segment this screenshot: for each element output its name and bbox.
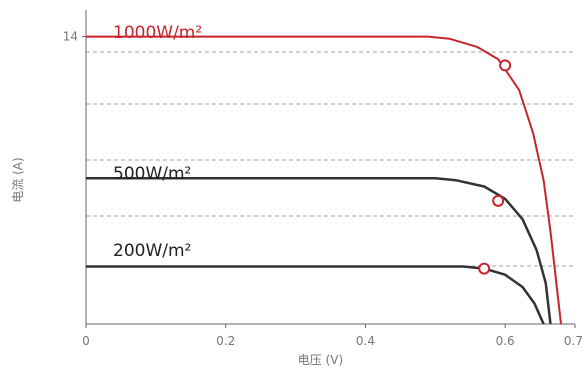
- x-tick-label: 0.7: [564, 334, 583, 348]
- x-tick-label: 0.6: [496, 334, 515, 348]
- series-lines: [86, 35, 562, 325]
- x-tick-label: 0: [82, 334, 90, 348]
- series-line-2: [86, 177, 552, 325]
- series-label-2: 500W/m²: [113, 164, 191, 184]
- series-line-1: [86, 35, 562, 325]
- mpp-marker-2: [492, 194, 505, 207]
- grid-lines: [86, 51, 575, 267]
- x-axis-ticks: 0 0.2 0.4 0.6 0.7: [82, 324, 583, 348]
- y-tick-label: 14: [63, 30, 78, 44]
- mpp-markers: [478, 59, 512, 275]
- series-labels: 1000W/m² 500W/m² 200W/m²: [113, 23, 202, 261]
- series-label-3: 200W/m²: [113, 241, 191, 261]
- series-line-3: [86, 265, 545, 325]
- mpp-marker-3: [478, 262, 491, 275]
- y-axis-label: 电流 (A): [11, 157, 25, 202]
- series-label-1: 1000W/m²: [113, 23, 202, 43]
- mpp-marker-1: [499, 59, 512, 72]
- y-axis-ticks: 14: [63, 30, 86, 44]
- x-tick-label: 0.2: [216, 334, 235, 348]
- x-tick-label: 0.4: [356, 334, 375, 348]
- x-axis-label: 电压 (V): [298, 353, 343, 367]
